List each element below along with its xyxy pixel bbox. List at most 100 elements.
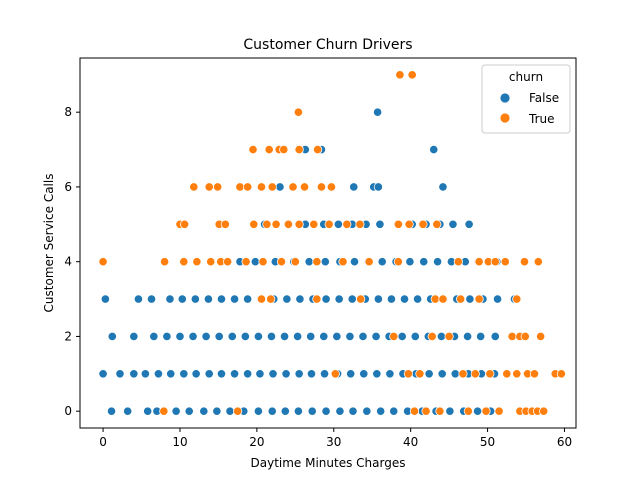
data-point-false: [216, 294, 227, 304]
data-point-false: [149, 331, 159, 342]
data-point-false: [371, 331, 381, 342]
data-point-true: [507, 331, 517, 342]
data-point-false: [419, 257, 429, 267]
x-tick-label: 30: [326, 435, 341, 449]
data-point-false: [212, 406, 222, 416]
data-point-false: [201, 331, 211, 342]
data-point-false: [190, 294, 200, 304]
data-point-true: [415, 369, 425, 379]
data-point-true: [474, 294, 484, 304]
data-point-false: [267, 406, 277, 416]
data-point-false: [319, 331, 329, 342]
data-point-false: [184, 406, 194, 416]
data-point-false: [177, 294, 187, 304]
data-point-false: [153, 369, 164, 379]
data-point-false: [465, 294, 475, 304]
data-point-true: [389, 331, 399, 342]
data-point-true: [453, 257, 463, 267]
data-point-true: [512, 294, 522, 304]
data-point-false: [165, 294, 175, 304]
data-point-true: [342, 219, 352, 229]
data-point-false: [450, 369, 460, 379]
data-point-false: [389, 406, 399, 416]
data-point-false: [462, 331, 473, 342]
data-point-false: [133, 294, 144, 304]
x-tick-label: 50: [480, 435, 495, 449]
data-point-true: [248, 144, 258, 155]
x-tick-label: 60: [557, 435, 572, 449]
legend-marker-true: [499, 112, 511, 124]
data-point-false: [424, 369, 434, 379]
data-point-true: [293, 107, 303, 117]
data-point-true: [330, 369, 340, 379]
data-point-true: [206, 257, 216, 267]
data-point-true: [407, 70, 417, 80]
data-point-false: [397, 331, 407, 342]
data-point-false: [304, 257, 314, 267]
data-point-true: [458, 369, 468, 379]
data-point-true: [159, 406, 169, 416]
data-point-false: [253, 406, 263, 416]
data-point-false: [373, 294, 383, 304]
data-point-false: [279, 331, 290, 342]
data-point-false: [373, 107, 383, 117]
data-point-true: [235, 182, 245, 192]
plot-area-frame: [79, 57, 577, 429]
y-tick-label: 2: [64, 329, 72, 343]
data-point-false: [216, 369, 227, 379]
data-point-false: [293, 331, 303, 342]
data-point-false: [321, 294, 331, 304]
y-axis-label: Customer Service Calls: [42, 174, 56, 313]
data-point-false: [106, 406, 117, 416]
data-point-true: [312, 294, 322, 304]
legend-title: churn: [509, 70, 543, 84]
data-point-true: [355, 219, 365, 229]
data-point-false: [373, 182, 383, 192]
data-point-true: [463, 406, 473, 416]
data-point-true: [356, 294, 366, 304]
data-point-true: [409, 406, 420, 416]
data-point-true: [276, 257, 287, 267]
data-point-false: [204, 369, 214, 379]
data-point-true: [220, 219, 230, 229]
data-point-true: [299, 182, 310, 192]
data-point-true: [430, 294, 440, 304]
y-tick-label: 0: [64, 404, 72, 418]
data-point-false: [293, 406, 303, 416]
data-point-false: [166, 369, 176, 379]
data-point-false: [332, 331, 342, 342]
data-point-false: [359, 369, 369, 379]
x-tick-label: 10: [172, 435, 187, 449]
data-point-true: [204, 182, 214, 192]
data-point-false: [348, 406, 358, 416]
data-point-false: [375, 219, 385, 229]
data-point-true: [160, 257, 170, 267]
data-point-false: [243, 294, 253, 304]
data-point-true: [179, 257, 189, 267]
data-point-false: [266, 331, 277, 342]
data-point-true: [393, 219, 403, 229]
data-point-true: [474, 257, 484, 267]
data-point-true: [256, 182, 267, 192]
data-point-true: [271, 219, 281, 229]
data-point-true: [180, 219, 190, 229]
legend: churn False True: [481, 64, 571, 134]
data-point-false: [140, 369, 150, 379]
data-point-true: [556, 369, 566, 379]
data-point-true: [213, 182, 223, 192]
data-point-true: [98, 257, 108, 267]
data-point-false: [268, 369, 278, 379]
data-point-false: [225, 406, 235, 416]
data-point-false: [199, 406, 209, 416]
data-point-true: [364, 257, 374, 267]
data-point-true: [258, 257, 268, 267]
data-point-false: [188, 331, 198, 342]
data-point-true: [338, 257, 348, 267]
x-tick-label: 40: [403, 435, 418, 449]
data-point-true: [264, 144, 274, 155]
data-point-false: [250, 257, 260, 267]
data-point-false: [472, 406, 483, 416]
data-point-false: [162, 331, 172, 342]
data-point-false: [143, 406, 153, 416]
